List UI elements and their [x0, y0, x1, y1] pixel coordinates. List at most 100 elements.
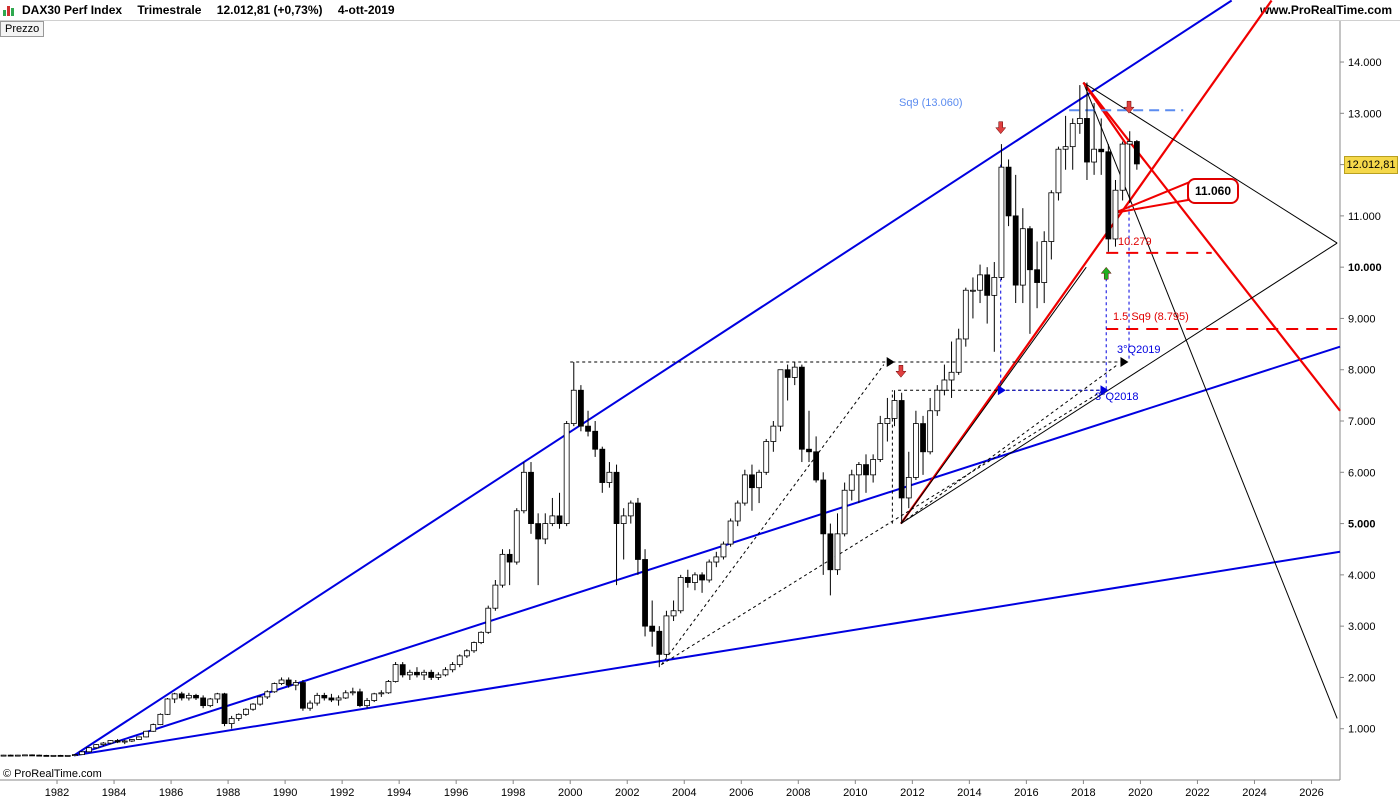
sq9-label: Sq9 (13.060) [899, 97, 963, 109]
candle-body [399, 664, 406, 676]
site-link[interactable]: www.ProRealTime.com [1259, 3, 1392, 17]
fib-level-label: 10.279 [1118, 236, 1152, 248]
candle-body [692, 574, 698, 583]
candle-body [713, 556, 720, 563]
sq9-15-label: 1.5 Sq9 (8.795) [1113, 311, 1189, 323]
x-tick-label: 2022 [1185, 787, 1209, 799]
candle-body [563, 423, 570, 524]
candle-body [357, 691, 363, 707]
candle-body [1012, 215, 1019, 286]
candle-body [841, 489, 848, 535]
candle-body [834, 533, 841, 571]
x-tick-label: 1998 [501, 787, 525, 799]
y-tick-label: 3.000 [1348, 621, 1376, 633]
x-tick-label: 2012 [900, 787, 924, 799]
y-tick-label: 8.000 [1348, 365, 1376, 377]
instrument-name: DAX30 Perf Index [22, 3, 123, 17]
candle-body [549, 515, 556, 524]
candle-body [449, 664, 456, 671]
x-tick-label: 2000 [558, 787, 582, 799]
candle-body [1041, 241, 1048, 283]
candle-body [699, 574, 705, 581]
candle-body [734, 502, 741, 522]
candle-body [57, 754, 64, 757]
candle-body [592, 430, 599, 450]
candle-body [1098, 148, 1105, 153]
x-tick-label: 2006 [729, 787, 753, 799]
candle-body [371, 693, 378, 701]
candle-body [164, 698, 171, 715]
candle-body [264, 691, 271, 698]
candle-body [349, 691, 356, 694]
candle-body [1112, 189, 1119, 240]
y-tick-label: 9.000 [1348, 313, 1376, 325]
y-tick-label: 14.000 [1348, 57, 1382, 69]
triangle-marker-icon [997, 385, 1006, 396]
candle-body [0, 754, 7, 757]
candle-body [328, 697, 335, 701]
candle-body [720, 543, 727, 558]
y-tick-label: 10.000 [1348, 262, 1382, 274]
candle-body [285, 679, 292, 686]
black-fan-line-3 [1082, 82, 1338, 719]
candle-body [806, 448, 812, 453]
candle-body [1055, 148, 1062, 194]
candle-body [1091, 148, 1097, 163]
quote-value: 12.012,81 (+0,73%) [216, 3, 323, 17]
candle-body [185, 694, 192, 699]
y-tick-label: 2.000 [1348, 672, 1376, 684]
candle-body [955, 338, 962, 373]
candle-body [136, 736, 142, 740]
y-tick-label: 6.000 [1348, 467, 1376, 479]
candle-body [392, 664, 399, 682]
candle-body [292, 682, 299, 686]
candle-body [243, 708, 249, 715]
candle-body [1048, 192, 1055, 242]
candle-body [228, 718, 235, 724]
candle-body [927, 410, 934, 453]
candle-body [520, 471, 527, 512]
candle-body [613, 471, 620, 524]
candle-body [991, 277, 998, 296]
candle-body [798, 366, 805, 450]
candle-body [71, 754, 78, 757]
candle-body [442, 669, 449, 676]
x-tick-label: 1988 [216, 787, 240, 799]
callout-pointer [1114, 180, 1192, 214]
candle-body [635, 502, 641, 560]
candle-body [1133, 141, 1140, 165]
candle-body [542, 523, 549, 540]
down-arrow-icon [1123, 100, 1135, 114]
black-fan-line-2 [900, 242, 1338, 525]
upper-channel-line [73, 0, 1233, 757]
candle-body [485, 607, 492, 633]
up-arrow-icon [1100, 266, 1112, 280]
candle-body [756, 471, 762, 489]
quote-date: 4-ott-2019 [337, 3, 395, 17]
lower-channel-line [73, 550, 1341, 757]
candle-body [585, 425, 591, 432]
down-arrow-icon [895, 365, 907, 378]
timeframe-label: Trimestrale [137, 3, 202, 17]
candle-body [570, 389, 577, 424]
x-tick-label: 1990 [273, 787, 297, 799]
price-pane-label[interactable]: Prezzo [0, 21, 45, 37]
candle-body [157, 713, 164, 726]
candle-body [93, 744, 100, 749]
last-price-tag: 12.012,81 [1344, 156, 1398, 174]
candle-body [1034, 269, 1040, 283]
x-tick-label: 1996 [444, 787, 468, 799]
candle-body [235, 713, 242, 719]
candle-body [1126, 141, 1133, 145]
candle-body [977, 274, 983, 291]
candle-body [335, 697, 342, 701]
candle-body [962, 289, 969, 340]
candle-body [578, 389, 584, 427]
candle-body [649, 625, 656, 632]
candle-body [970, 289, 976, 292]
candle-body [528, 471, 534, 524]
q3-2019-label: 3°Q2019 [1117, 344, 1161, 356]
candle-body [827, 533, 834, 571]
triangle-marker-icon [1100, 385, 1109, 396]
